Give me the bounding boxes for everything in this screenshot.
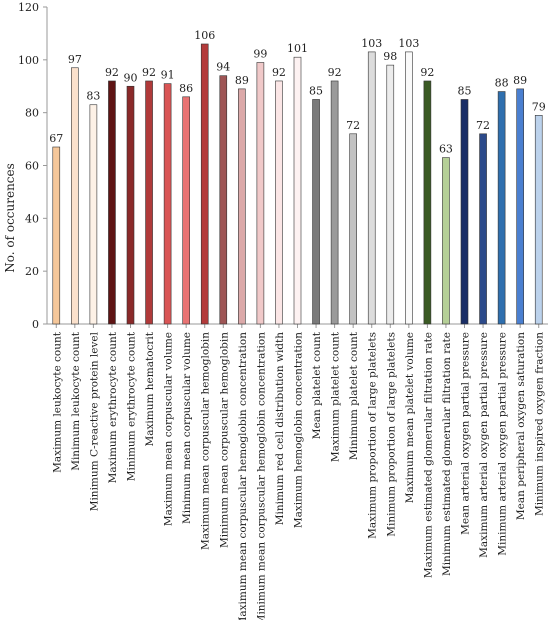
category-label: Maximum erythrocyte count [107,331,119,483]
y-tick-label: 0 [32,318,39,331]
category-label: Minimum leukocyte count [70,331,82,471]
bar [479,133,487,325]
bar [442,157,450,325]
category-label: Maximum mean platelet volume [404,332,416,503]
data-label: 89 [513,74,527,87]
category-label: Mean arterial oxygen partial pressure [460,332,472,535]
bar [367,51,376,325]
data-label: 85 [309,84,323,97]
y-tick-label: 20 [25,265,39,278]
category-label: Maximum platelet count [330,331,342,462]
data-label: 90 [124,71,138,84]
data-label: 106 [194,29,215,42]
bar [330,80,339,325]
bar [219,75,228,325]
category-labels: Maximum leukocyte count Minimum leukocyte… [51,331,546,625]
y-axis-title-group: No. of occurences [3,163,17,273]
category-label: Maximum mean corpuscular hemoglobin conc… [237,332,249,620]
bar [275,80,283,325]
category-label: Maximum hematocrit [144,331,156,446]
data-label: 98 [383,50,397,63]
category-label: Minimum erythrocyte count [126,331,138,481]
category-label: Maximum proportion of large platelets [367,332,379,539]
bar [405,51,413,325]
bar [423,80,432,325]
y-axis-title: No. of occurences [3,163,17,273]
data-label: 85 [458,84,472,97]
category-label: Minimum estimated glomerular filtration … [441,332,453,576]
data-label: 88 [495,77,509,90]
category-label: Maximum estimated glomerular filtration … [422,332,434,578]
category-label: Minimum arterial oxygen partial pressure [497,332,509,556]
bar [71,67,79,325]
category-label: Maximum mean corpuscular hemoglobin [200,332,212,550]
data-label: 92 [105,66,119,79]
data-label: 97 [68,53,82,66]
category-label: Minimum red cell distribution width [274,332,286,526]
bar [182,96,190,325]
data-label: 92 [328,66,342,79]
category-label: Maximum leukocyte count [51,331,63,473]
y-tick-label: 60 [25,160,39,173]
bar [52,146,61,325]
category-label: Minimum mean corpuscular hemoglobin [218,332,230,548]
data-label: 79 [532,100,546,113]
y-tick-label: 40 [25,212,39,225]
bars [52,43,543,325]
y-tick-label: 80 [25,107,39,120]
bar [460,99,469,325]
bar [293,56,302,325]
category-label: Minimum mean corpuscular volume [181,332,193,524]
data-label: 83 [86,90,100,103]
data-label: 91 [161,69,175,82]
bar [108,80,116,325]
bar [312,99,320,325]
data-label: 92 [272,66,286,79]
data-label: 92 [142,66,156,79]
category-label: Minimum inspired oxygen fraction [534,332,546,516]
category-label: Maximum arterial oxygen partial pressure [478,332,490,558]
category-label: Maximum hemoglobin concentration [293,332,305,528]
bar [89,104,98,325]
bar [497,91,506,325]
category-label: Minimum platelet count [348,331,360,460]
data-label: 86 [179,82,193,95]
category-label: Minimum proportion of large platelets [385,332,397,537]
bar [238,88,246,325]
category-label: Minimum mean corpuscular hemoglobin conc… [255,332,267,620]
bar [145,80,153,325]
data-label: 63 [439,143,453,156]
bar [534,115,543,325]
data-label: 94 [216,61,230,74]
category-label: Minimum C-reactive protein level [88,331,100,511]
bar [386,64,395,325]
bar [126,85,135,325]
data-label: 92 [420,66,434,79]
category-label: Mean peripheral oxygen saturation [515,332,527,520]
data-label: 89 [235,74,249,87]
data-label: 103 [361,37,382,50]
data-label: 67 [49,132,63,145]
data-label: 72 [346,119,360,132]
bar [349,133,357,325]
y-tick-label: 100 [18,54,39,67]
data-label: 103 [398,37,419,50]
category-label: Maximum mean corpuscular volume [163,332,175,526]
axes: 0 20 40 60 80 100 120 [18,1,548,331]
bar [516,88,524,325]
bar [256,62,265,325]
y-tick-label: 120 [18,1,39,14]
bar [163,83,172,325]
data-label: 101 [287,42,308,55]
data-label: 72 [476,119,490,132]
category-label: Mean platelet count [311,331,323,439]
data-label: 99 [253,47,267,60]
bar [200,43,209,325]
